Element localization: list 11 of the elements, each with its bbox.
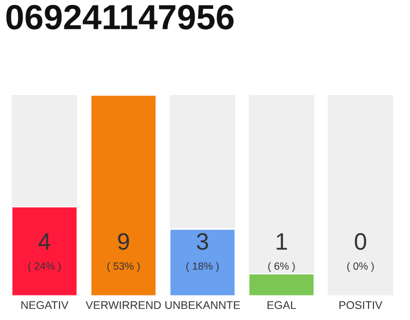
data-label: 3 ( 18% ): [186, 233, 219, 272]
chart-title: 069241147956: [6, 4, 234, 30]
x-tick-label: NEGATIV: [21, 301, 68, 310]
x-tick-label: UNBEKANNTE: [165, 301, 240, 310]
x-tick-label: EGAL: [268, 301, 296, 310]
data-label: 9 ( 53% ): [107, 233, 140, 272]
data-label: 0 ( 0% ): [347, 233, 374, 272]
x-tick-label: VERWIRREND: [86, 301, 161, 309]
data-label: 1 ( 6% ): [268, 233, 295, 272]
x-tick-label: POSITIV: [339, 301, 382, 310]
data-label: 4 ( 24% ): [28, 233, 61, 272]
